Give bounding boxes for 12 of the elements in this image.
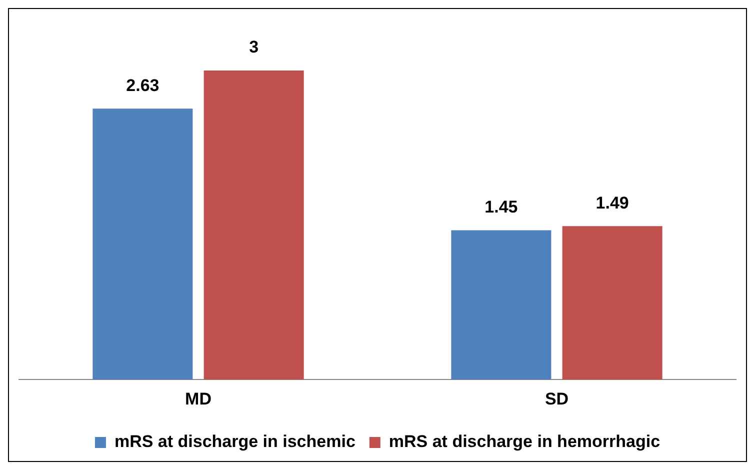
bar xyxy=(204,70,304,380)
x-tick-label: SD xyxy=(544,389,569,408)
bar xyxy=(92,108,193,380)
data-label: 1.49 xyxy=(596,193,629,212)
data-label: 1.45 xyxy=(484,197,518,216)
data-label: 2.63 xyxy=(126,76,160,95)
data-label: 3 xyxy=(249,38,259,57)
bar xyxy=(562,226,662,380)
legend-label: mRS at discharge in hemorrhagic xyxy=(388,432,660,452)
x-tick-label: MD xyxy=(185,389,212,408)
legend-label: mRS at discharge in ischemic xyxy=(114,432,356,452)
bar xyxy=(451,230,552,380)
